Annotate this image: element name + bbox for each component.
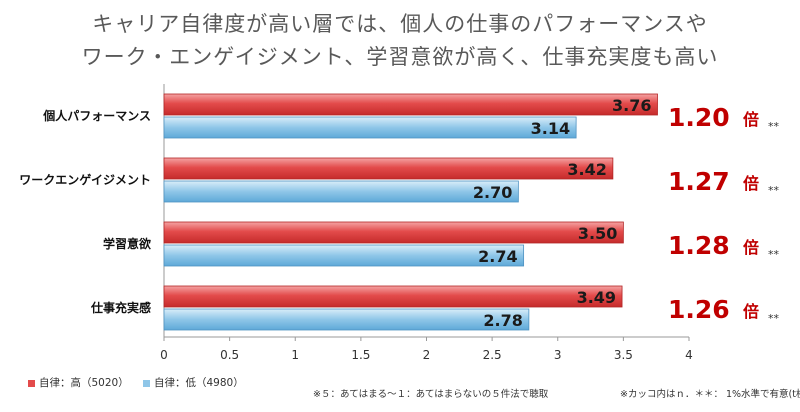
ratio-significance: ** xyxy=(768,120,780,133)
bar-high xyxy=(163,157,614,180)
legend-label-low: 自律：低（4980） xyxy=(154,377,244,389)
ratio-significance: ** xyxy=(768,312,780,325)
x-tick-label: 0.5 xyxy=(220,348,239,362)
category-label: 学習意欲 xyxy=(103,236,151,251)
x-tick-label: 2 xyxy=(423,348,431,362)
ratio-value: 1.28 xyxy=(668,231,730,260)
bar-low xyxy=(163,180,519,203)
bar-value-label: 3.14 xyxy=(531,119,570,138)
bar-value-label: 3.50 xyxy=(578,224,617,243)
bar-value-label: 2.74 xyxy=(478,247,517,266)
bar-high xyxy=(163,221,624,244)
category-label: 仕事充実感 xyxy=(90,300,151,315)
x-tick-label: 4 xyxy=(685,348,693,362)
x-tick-label: 1.5 xyxy=(351,348,370,362)
bar-value-label: 2.70 xyxy=(473,183,512,202)
ratio-unit: 倍 xyxy=(743,302,759,321)
bar-low xyxy=(163,244,525,267)
chart-title-line-2: ワーク・エンゲイジメント、学習意欲が高く、仕事充実度も高い xyxy=(81,45,719,69)
ratio-unit: 倍 xyxy=(743,174,759,193)
bar-value-label: 3.42 xyxy=(567,160,606,179)
scale-note: ※５：あてはまる～１：あてはまらないの５件法で聴取 xyxy=(313,389,549,400)
legend-item-high: 自律：高（5020） xyxy=(28,375,129,390)
x-tick-label: 3.5 xyxy=(614,348,633,362)
ratio-value: 1.27 xyxy=(668,167,730,196)
bar-low xyxy=(163,116,577,139)
bar-value-label: 3.76 xyxy=(612,96,651,115)
bar-high xyxy=(163,285,623,308)
ratio-unit: 倍 xyxy=(743,238,759,257)
x-tick-label: 3 xyxy=(554,348,562,362)
ratio-value: 1.20 xyxy=(668,103,730,132)
significance-note: ※カッコ内はｎ．＊＊： 1%水準で有意(t検定) xyxy=(620,389,800,400)
x-tick-label: 0 xyxy=(160,348,168,362)
legend-label-high: 自律：高（5020） xyxy=(39,377,129,389)
category-label: 個人パフォーマンス xyxy=(42,108,151,123)
legend-item-low: 自律：低（4980） xyxy=(143,375,244,390)
bar-value-label: 3.49 xyxy=(577,288,616,307)
legend-swatch-low xyxy=(143,379,150,387)
ratio-unit: 倍 xyxy=(743,110,759,129)
legend-swatch-high xyxy=(28,379,35,387)
ratio-significance: ** xyxy=(768,248,780,261)
ratio-significance: ** xyxy=(768,184,780,197)
category-label: ワークエンゲイジメント xyxy=(19,172,151,187)
chart-title: キャリア自律度が高い層では、個人の仕事のパフォーマンスや ワーク・エンゲイジメン… xyxy=(0,8,800,74)
ratio-value: 1.26 xyxy=(668,295,730,324)
bar-low xyxy=(163,308,530,331)
x-tick-label: 1 xyxy=(291,348,299,362)
bar-high xyxy=(163,93,658,116)
bar-value-label: 2.78 xyxy=(483,311,522,330)
x-tick-label: 2.5 xyxy=(483,348,502,362)
chart-title-line-1: キャリア自律度が高い層では、個人の仕事のパフォーマンスや xyxy=(92,12,708,36)
